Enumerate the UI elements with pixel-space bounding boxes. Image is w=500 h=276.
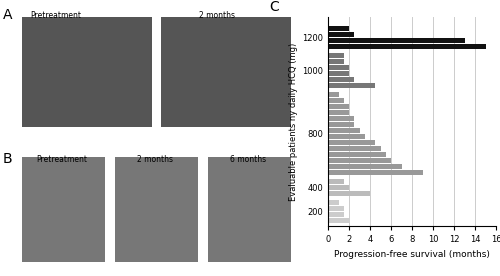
- Bar: [328, 152, 386, 157]
- X-axis label: Progression-free survival (months): Progression-free survival (months): [334, 250, 490, 259]
- Y-axis label: Evaluable patients ny daily HCQ (mg): Evaluable patients ny daily HCQ (mg): [289, 42, 298, 201]
- Bar: [328, 185, 349, 190]
- Bar: [328, 32, 354, 37]
- Bar: [328, 83, 376, 88]
- Bar: [328, 128, 360, 133]
- Text: Pretreatment: Pretreatment: [36, 155, 88, 164]
- Bar: [328, 92, 338, 97]
- Bar: [328, 170, 422, 175]
- Bar: [328, 217, 349, 223]
- Text: 6 months: 6 months: [230, 155, 266, 164]
- Text: 2 months: 2 months: [137, 155, 173, 164]
- Text: Pretreatment: Pretreatment: [30, 11, 82, 20]
- Bar: [328, 65, 349, 70]
- Bar: [328, 38, 464, 43]
- Bar: [328, 179, 344, 184]
- Bar: [328, 212, 344, 217]
- Bar: [328, 134, 365, 139]
- Bar: [114, 157, 198, 262]
- Bar: [22, 17, 152, 127]
- Bar: [328, 71, 349, 76]
- Bar: [328, 164, 402, 169]
- Bar: [22, 157, 105, 262]
- Bar: [328, 158, 391, 163]
- Bar: [328, 206, 344, 211]
- Text: A: A: [3, 8, 13, 22]
- Bar: [328, 200, 338, 205]
- Bar: [328, 44, 486, 49]
- Text: B: B: [3, 152, 13, 166]
- Bar: [328, 98, 344, 103]
- Bar: [328, 110, 349, 115]
- Bar: [328, 116, 354, 121]
- Bar: [328, 26, 349, 31]
- Bar: [328, 59, 344, 64]
- Bar: [328, 146, 380, 151]
- Text: 2 months: 2 months: [199, 11, 235, 20]
- Text: C: C: [269, 0, 279, 14]
- Bar: [328, 104, 349, 109]
- Bar: [328, 122, 354, 127]
- Bar: [328, 191, 370, 196]
- Bar: [328, 77, 354, 82]
- Bar: [208, 157, 292, 262]
- Bar: [161, 17, 292, 127]
- Bar: [328, 140, 376, 145]
- Bar: [328, 53, 344, 58]
